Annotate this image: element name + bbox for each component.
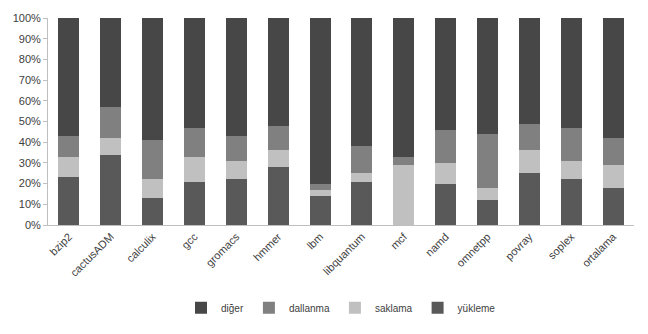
- svg-text:ortalama: ortalama: [580, 230, 619, 269]
- svg-text:namd: namd: [423, 231, 451, 259]
- svg-text:90%: 90%: [19, 33, 41, 45]
- svg-text:hmmer: hmmer: [251, 230, 284, 263]
- svg-text:0%: 0%: [25, 219, 41, 231]
- svg-text:10%: 10%: [19, 198, 41, 210]
- svg-text:omnetpp: omnetpp: [454, 231, 493, 270]
- svg-text:diğer: diğer: [221, 303, 244, 314]
- svg-text:30%: 30%: [19, 157, 41, 169]
- svg-text:dallanma: dallanma: [289, 303, 330, 314]
- svg-text:soplex: soplex: [546, 230, 577, 261]
- svg-text:libquantum: libquantum: [321, 231, 368, 278]
- svg-text:50%: 50%: [19, 115, 41, 127]
- svg-text:20%: 20%: [19, 177, 41, 189]
- svg-text:60%: 60%: [19, 95, 41, 107]
- svg-text:calculix: calculix: [124, 230, 158, 264]
- svg-text:povray: povray: [503, 230, 535, 262]
- svg-text:saklama: saklama: [375, 303, 413, 314]
- svg-text:gcc: gcc: [179, 230, 200, 251]
- svg-text:bzip2: bzip2: [47, 231, 74, 258]
- svg-text:mcf: mcf: [388, 230, 410, 252]
- svg-text:100%: 100%: [13, 12, 41, 24]
- svg-text:yükleme: yükleme: [458, 303, 496, 314]
- svg-text:cactusADM: cactusADM: [68, 231, 116, 279]
- svg-text:40%: 40%: [19, 136, 41, 148]
- svg-text:70%: 70%: [19, 74, 41, 86]
- svg-text:lbm: lbm: [304, 231, 325, 252]
- svg-text:gromacs: gromacs: [203, 230, 242, 269]
- svg-text:80%: 80%: [19, 53, 41, 65]
